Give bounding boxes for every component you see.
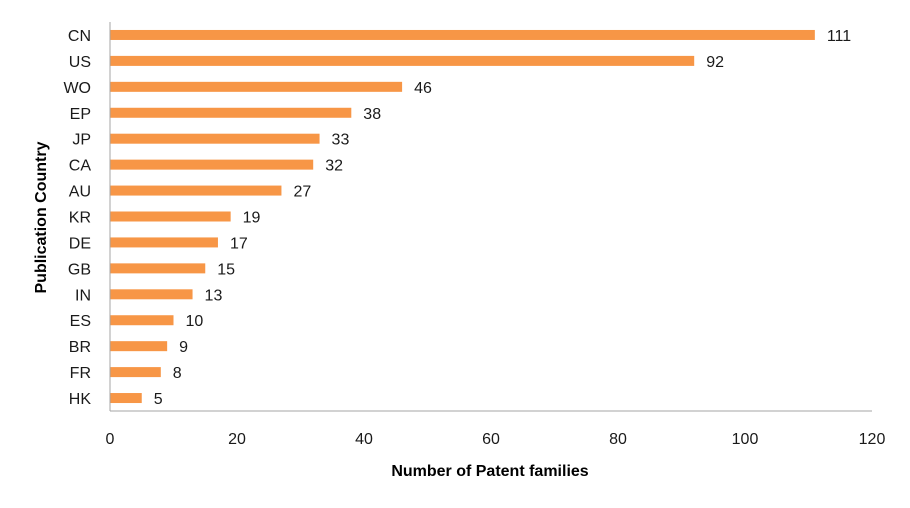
value-label-cn: 111 [827, 28, 851, 45]
x-tick-label: 40 [355, 431, 373, 448]
category-label-gb: GB [68, 261, 91, 278]
category-label-wo: WO [63, 80, 91, 97]
bar-cn [110, 29, 815, 40]
bar-ca [110, 159, 314, 170]
x-tick-label: 100 [732, 431, 759, 448]
value-label-us: 92 [706, 54, 724, 71]
bar-au [110, 185, 282, 196]
y-axis-title: Publication Country [33, 141, 50, 293]
value-label-es: 10 [186, 313, 204, 330]
value-label-fr: 8 [173, 365, 182, 382]
x-tick-label: 0 [106, 431, 115, 448]
value-label-hk: 5 [154, 391, 163, 408]
bar-es [110, 315, 174, 326]
category-label-ep: EP [70, 106, 91, 123]
value-label-de: 17 [230, 235, 248, 252]
category-label-au: AU [69, 184, 91, 201]
bar-jp [110, 133, 320, 144]
x-tick-label: 80 [609, 431, 627, 448]
category-label-in: IN [75, 287, 91, 304]
value-label-jp: 33 [332, 132, 350, 149]
category-label-ca: CA [69, 158, 92, 175]
bar-us [110, 55, 695, 66]
value-label-kr: 19 [243, 210, 261, 227]
category-label-br: BR [69, 339, 91, 356]
value-label-ca: 32 [325, 158, 343, 175]
value-label-gb: 15 [217, 261, 235, 278]
category-label-es: ES [70, 313, 91, 330]
category-label-jp: JP [72, 132, 91, 149]
category-label-cn: CN [68, 28, 91, 45]
bars-group [110, 29, 815, 404]
bar-kr [110, 211, 231, 222]
x-axis-title: Number of Patent families [391, 463, 588, 480]
bar-br [110, 341, 168, 352]
category-label-us: US [69, 54, 91, 71]
bar-de [110, 237, 218, 248]
value-label-ep: 38 [363, 106, 381, 123]
category-labels: CN US WO EP JP CA AU KR DE GB IN ES BR FR HK [63, 28, 91, 408]
bar-gb [110, 263, 206, 274]
x-tick-label: 20 [228, 431, 246, 448]
x-tick-label: 60 [482, 431, 500, 448]
bar-fr [110, 367, 161, 378]
category-label-de: DE [69, 235, 91, 252]
category-label-kr: KR [69, 210, 91, 227]
bar-in [110, 289, 193, 300]
x-tick-labels: 0 20 40 60 80 100 120 [106, 431, 886, 448]
category-label-hk: HK [69, 391, 92, 408]
value-label-au: 27 [293, 184, 311, 201]
value-label-wo: 46 [414, 80, 432, 97]
bar-ep [110, 107, 352, 118]
category-label-fr: FR [70, 365, 91, 382]
x-tick-label: 120 [859, 431, 886, 448]
bar-hk [110, 393, 142, 404]
value-label-in: 13 [205, 287, 223, 304]
bar-wo [110, 81, 403, 92]
value-label-br: 9 [179, 339, 188, 356]
